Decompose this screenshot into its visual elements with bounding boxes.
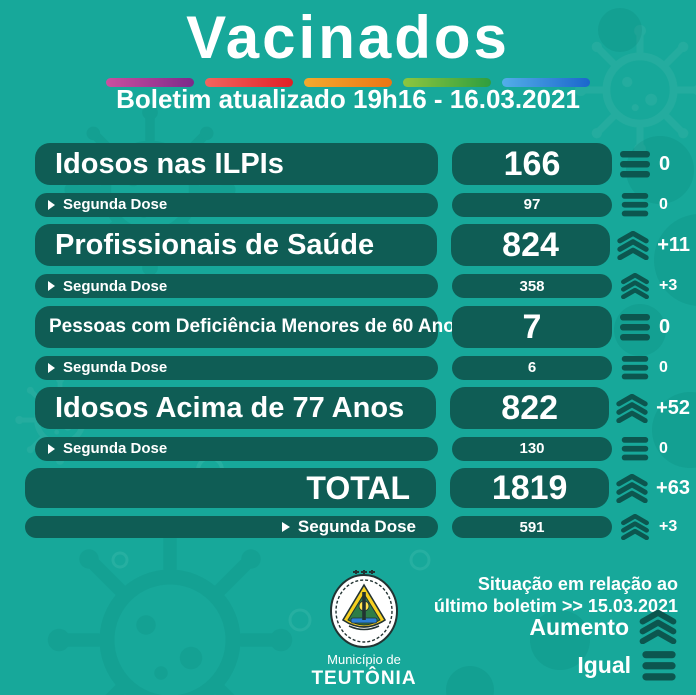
- triangle-bullet-icon: [48, 362, 55, 373]
- stat-row-7: Segunda Dose 130 0: [35, 436, 690, 461]
- stat-row-9: Segunda Dose 591 +3: [25, 514, 690, 540]
- count-pill: 1819: [450, 468, 610, 508]
- count-pill: 130: [452, 436, 612, 461]
- category-pill: Segunda Dose: [35, 274, 438, 298]
- legend-equal: Igual: [577, 650, 678, 681]
- count-pill: 166: [452, 143, 612, 185]
- category-pill: TOTAL: [25, 468, 437, 508]
- category-pill: Segunda Dose: [35, 192, 438, 217]
- equal-bars-icon: [640, 650, 678, 681]
- municipality-crest: [330, 570, 398, 648]
- category-label: Segunda Dose: [63, 359, 168, 376]
- equal-bars-icon: [617, 150, 653, 178]
- change-value: +52: [656, 396, 690, 419]
- count-pill: 6: [452, 355, 612, 380]
- equal-bars-icon: [617, 192, 653, 217]
- situation-note: Situação em relação ao último boletim >>…: [434, 574, 678, 617]
- legend-increase-label: Aumento: [529, 613, 629, 640]
- chevrons-up-icon: [614, 393, 650, 423]
- equal-bars-icon: [617, 436, 653, 461]
- category-label: Segunda Dose: [63, 196, 168, 213]
- category-label: Pessoas com Deficiência Menores de 60 An…: [49, 316, 466, 337]
- chevrons-up-icon: [617, 273, 653, 299]
- category-pill: Segunda Dose: [35, 355, 438, 380]
- page-title: Vacinados: [186, 4, 510, 71]
- category-label: Idosos nas ILPIs: [55, 147, 284, 180]
- rainbow-divider: [106, 78, 590, 87]
- triangle-bullet-icon: [48, 199, 55, 210]
- triangle-bullet-icon: [48, 443, 55, 454]
- situation-line2: último boletim >> 15.03.2021: [433, 595, 678, 616]
- count-pill: 358: [452, 274, 612, 298]
- change-value: +63: [656, 476, 690, 499]
- chevrons-up-icon: [615, 230, 651, 260]
- chevrons-up-icon: [614, 473, 650, 503]
- rainbow-segment-3: [403, 78, 491, 87]
- change-value: 0: [659, 152, 671, 175]
- category-label: Idosos Acima de 77 Anos: [55, 391, 405, 424]
- change-value: 0: [659, 195, 668, 213]
- category-label: Segunda Dose: [63, 277, 168, 295]
- bulletin-updated-label: Boletim atualizado 19h16 - 16.03.2021: [116, 84, 580, 114]
- chevrons-up-icon: [617, 514, 653, 540]
- rainbow-segment-4: [502, 78, 590, 87]
- category-pill: Profissionais de Saúde: [35, 224, 437, 266]
- chevrons-up-icon: [638, 610, 678, 644]
- situation-line1: Situação em relação ao: [477, 574, 678, 594]
- equal-bars-icon: [617, 313, 653, 341]
- rainbow-segment-0: [106, 78, 194, 87]
- change-value: +11: [657, 233, 691, 256]
- stat-row-1: Segunda Dose 97 0: [35, 192, 690, 217]
- rainbow-segment-1: [205, 78, 293, 87]
- change-value: 0: [659, 358, 668, 376]
- stat-row-2: Profissionais de Saúde 824 +11: [35, 224, 690, 266]
- category-pill: Segunda Dose: [25, 516, 438, 538]
- category-pill: Idosos Acima de 77 Anos: [35, 387, 437, 429]
- legend-increase: Aumento: [529, 610, 678, 644]
- municipality-label: Município de: [327, 652, 401, 667]
- rainbow-segment-2: [304, 78, 392, 87]
- equal-bars-icon: [617, 355, 653, 380]
- count-pill: 822: [450, 387, 610, 429]
- category-label: Profissionais de Saúde: [55, 228, 375, 261]
- triangle-bullet-icon: [48, 281, 55, 291]
- category-label: Segunda Dose: [63, 440, 168, 457]
- triangle-bullet-icon: [281, 522, 290, 532]
- change-value: 0: [659, 439, 668, 457]
- stat-row-3: Segunda Dose 358 +3: [35, 273, 690, 299]
- count-pill: 7: [452, 306, 612, 348]
- legend-equal-label: Igual: [577, 652, 631, 678]
- category-pill: Segunda Dose: [35, 436, 438, 461]
- stat-row-5: Segunda Dose 6 0: [35, 355, 690, 380]
- stat-row-6: Idosos Acima de 77 Anos 822 +52: [35, 387, 690, 429]
- stat-row-8: TOTAL 1819 +63: [25, 468, 690, 508]
- stat-row-4: Pessoas com Deficiência Menores de 60 An…: [35, 306, 690, 348]
- count-pill: 591: [452, 516, 612, 538]
- municipality-name: TEUTÔNIA: [311, 668, 417, 689]
- change-value: 0: [659, 315, 671, 338]
- category-pill: Pessoas com Deficiência Menores de 60 An…: [35, 306, 465, 348]
- municipality-logo: Município de TEUTÔNIA: [294, 570, 434, 690]
- category-pill: Idosos nas ILPIs: [35, 143, 438, 185]
- stats-table: Idosos nas ILPIs 166 0 Segunda Dose 97 0 Profi…: [25, 143, 690, 547]
- category-label: TOTAL: [306, 469, 411, 506]
- category-label: Segunda Dose: [297, 517, 416, 536]
- stat-row-0: Idosos nas ILPIs 166 0: [35, 143, 690, 185]
- change-value: +3: [659, 518, 678, 535]
- change-value: +3: [659, 277, 678, 294]
- count-pill: 824: [450, 224, 611, 266]
- count-pill: 97: [452, 192, 612, 217]
